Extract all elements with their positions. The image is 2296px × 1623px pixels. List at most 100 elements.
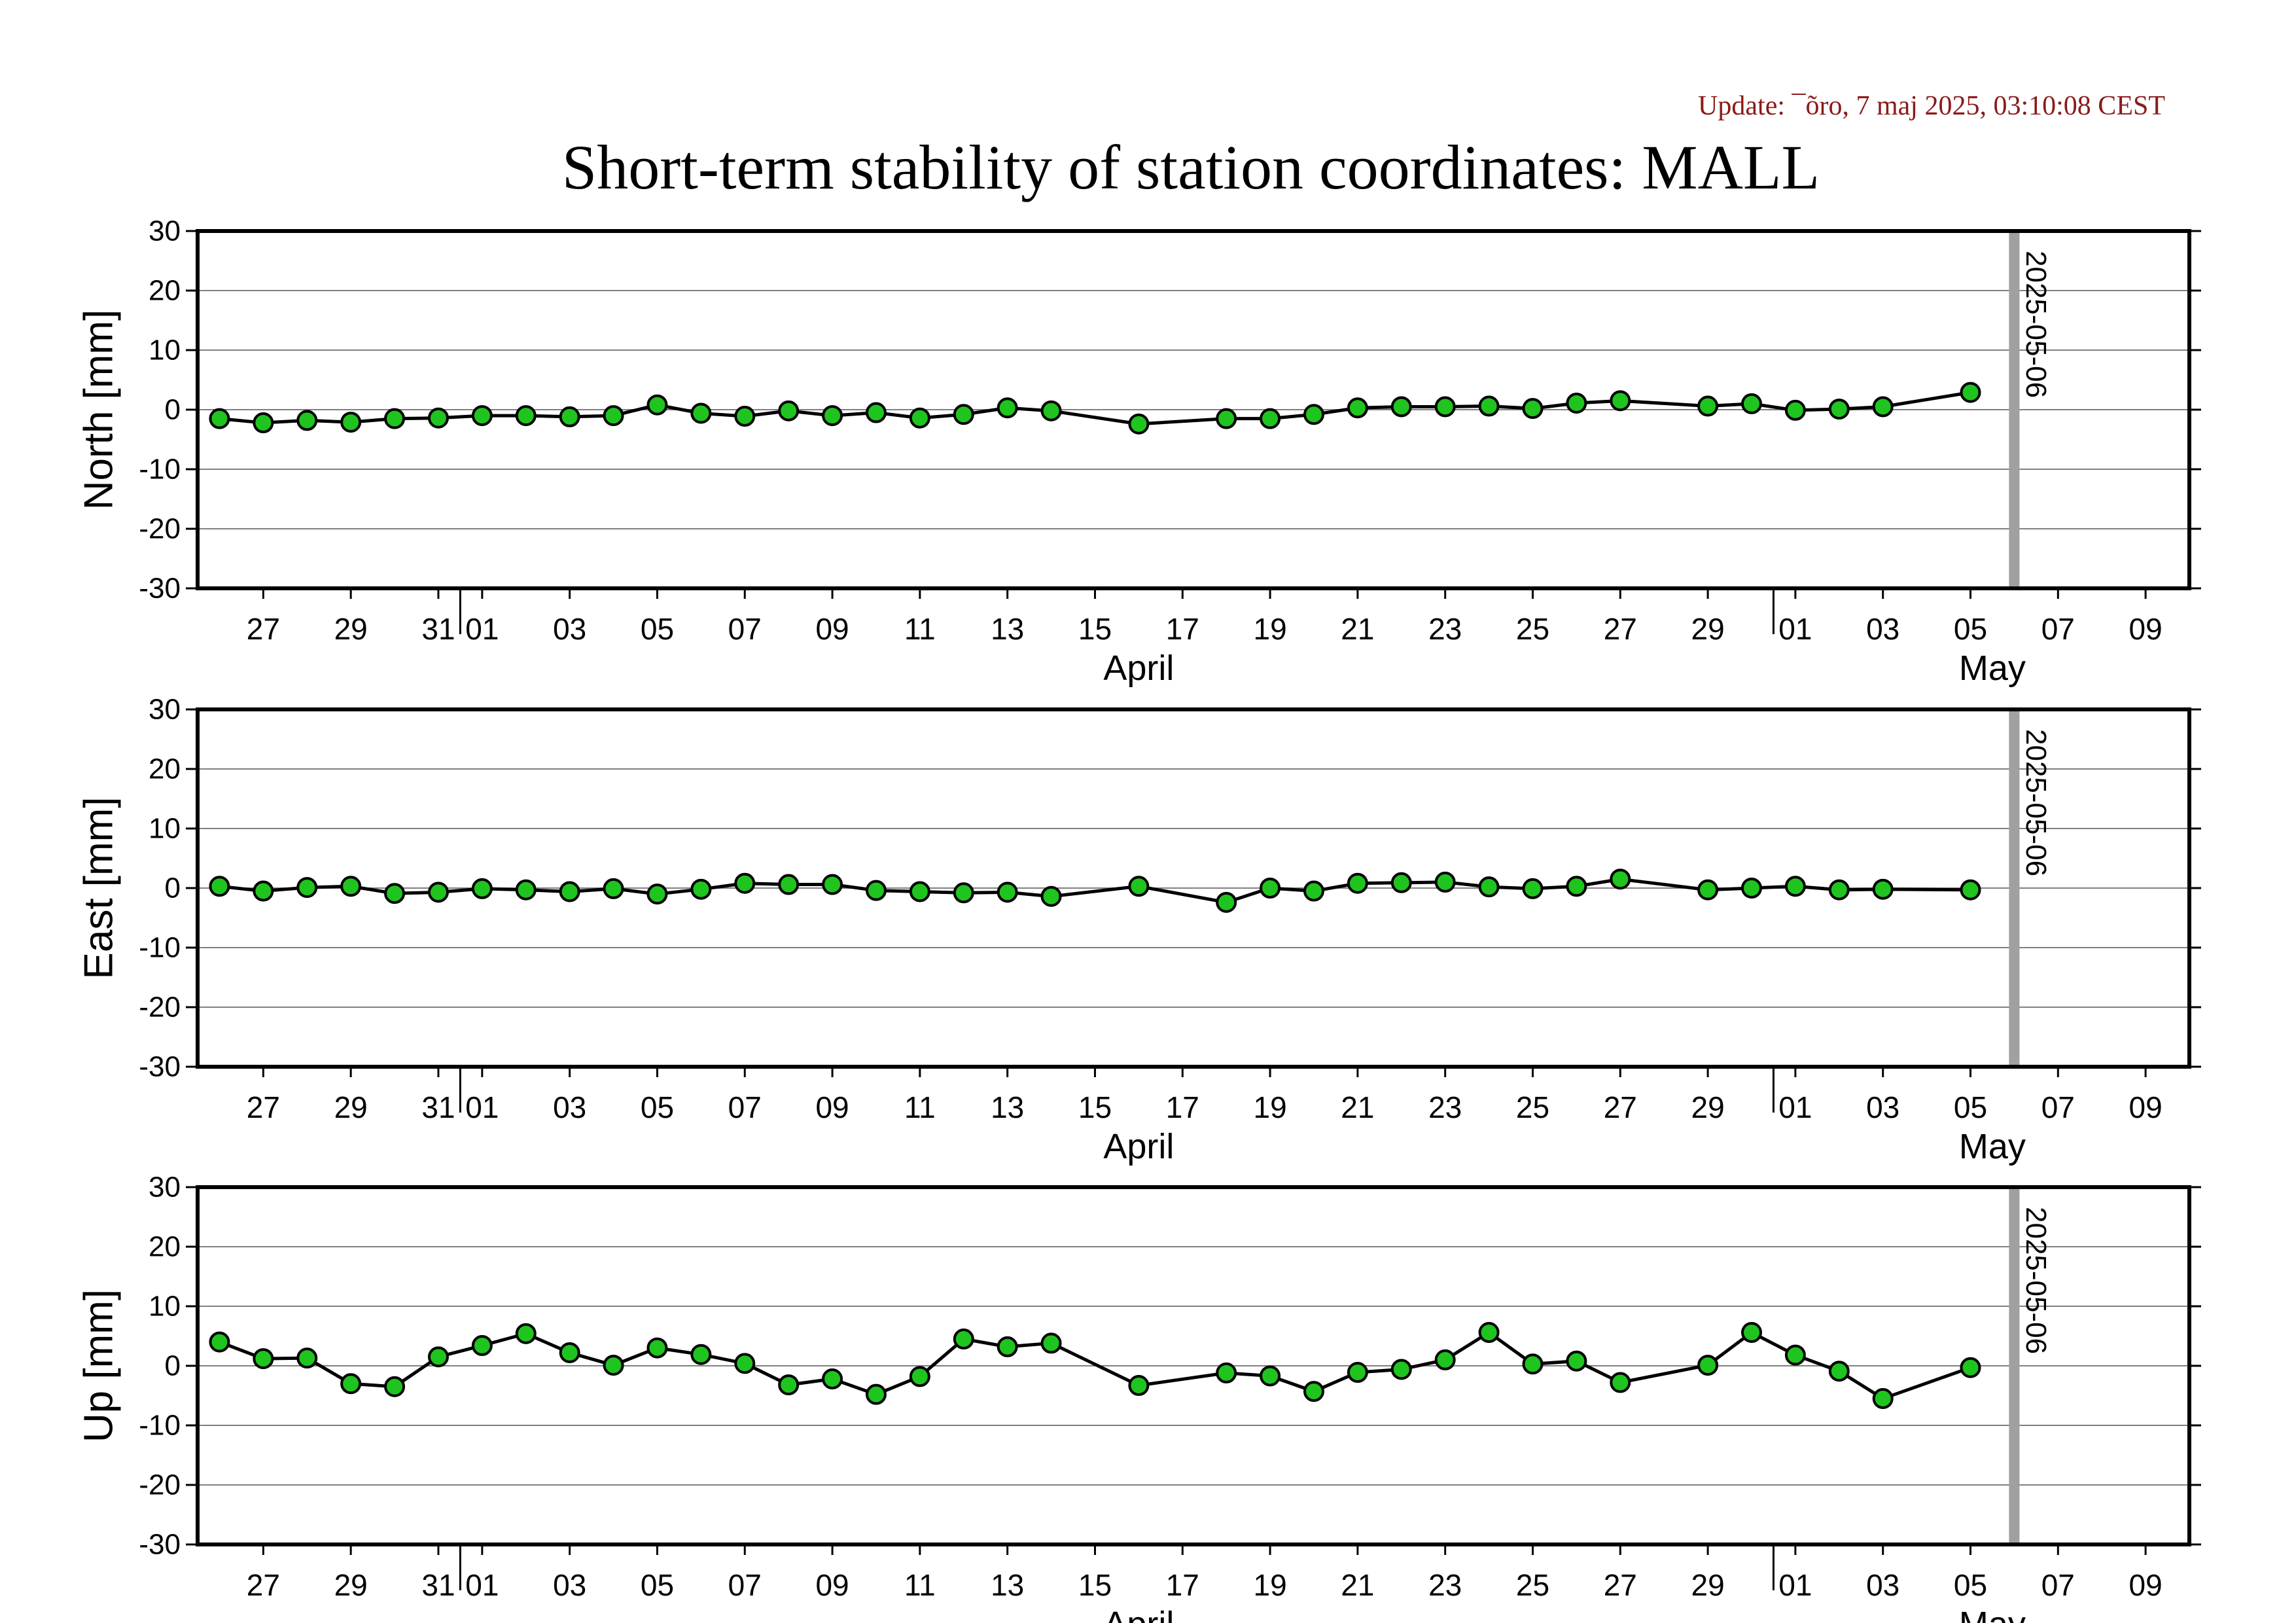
x-tick-label: 29 — [334, 1090, 368, 1124]
x-tick-label: 03 — [553, 1568, 586, 1602]
y-tick-label: 10 — [149, 1291, 181, 1323]
data-point — [646, 394, 668, 416]
data-point — [427, 407, 449, 429]
data-point — [997, 1336, 1018, 1357]
data-point — [1478, 1322, 1500, 1344]
x-tick-label: 21 — [1341, 1568, 1374, 1602]
data-point — [778, 400, 800, 421]
x-tick-label: 27 — [247, 612, 280, 646]
x-tick-label: 19 — [1253, 1568, 1286, 1602]
data-point — [1828, 879, 1850, 901]
data-point — [1434, 1349, 1456, 1370]
y-tick-label: 20 — [149, 275, 181, 307]
x-tick-label: 15 — [1078, 1090, 1112, 1124]
data-point — [778, 1374, 800, 1396]
data-point — [1040, 400, 1062, 421]
x-tick-label: 07 — [728, 612, 762, 646]
data-point — [1128, 1375, 1150, 1397]
data-point — [384, 1376, 406, 1397]
data-point — [384, 408, 406, 429]
x-tick-label: 01 — [1778, 1568, 1812, 1602]
x-tick-label: 11 — [904, 1568, 936, 1602]
x-tick-label: 07 — [2041, 612, 2075, 646]
data-point — [1522, 1353, 1544, 1375]
current-date-bar — [2009, 1187, 2020, 1544]
y-tick-label: 0 — [165, 394, 181, 426]
data-point — [296, 1347, 318, 1369]
y-tick-label: -20 — [139, 513, 181, 545]
y-tick-label: -30 — [139, 1051, 181, 1083]
data-point — [909, 407, 930, 429]
y-tick-label: 20 — [149, 753, 181, 785]
x-tick-label: 05 — [641, 1090, 674, 1124]
x-tick-label: 09 — [815, 1090, 849, 1124]
data-point — [865, 402, 887, 423]
x-tick-label: 09 — [2129, 1090, 2163, 1124]
x-tick-label: 23 — [1428, 1090, 1462, 1124]
x-tick-label: 21 — [1341, 612, 1374, 646]
data-point — [515, 405, 537, 427]
data-point — [1522, 398, 1544, 419]
data-point — [1390, 872, 1412, 893]
data-point — [1303, 880, 1324, 902]
data-point — [909, 1366, 930, 1387]
x-tick-label: 25 — [1516, 1568, 1549, 1602]
data-point — [822, 874, 843, 895]
month-label: April — [1103, 1605, 1174, 1623]
x-tick-label: 27 — [247, 1568, 280, 1602]
x-tick-label: 11 — [904, 612, 936, 646]
x-tick-label: 31 — [421, 1568, 455, 1602]
x-tick-label: 01 — [465, 1568, 499, 1602]
data-point — [1040, 885, 1062, 907]
data-point — [734, 1353, 756, 1374]
current-date-label: 2025-05-06 — [2020, 729, 2052, 876]
x-tick-label: 13 — [991, 1090, 1024, 1124]
data-point — [471, 1335, 493, 1357]
data-point — [690, 1344, 712, 1365]
x-tick-label: 23 — [1428, 612, 1462, 646]
month-label: April — [1103, 649, 1174, 688]
data-point — [209, 1331, 230, 1353]
data-point — [1260, 1365, 1281, 1387]
data-point — [1434, 396, 1456, 418]
current-date-label: 2025-05-06 — [2020, 1207, 2052, 1354]
data-point — [384, 883, 406, 904]
x-tick-label: 23 — [1428, 1568, 1462, 1602]
data-point — [1522, 878, 1544, 899]
y-tick-label: -30 — [139, 573, 181, 605]
data-point — [1697, 879, 1719, 901]
x-tick-label: 05 — [1954, 1568, 1987, 1602]
data-point — [340, 412, 362, 433]
x-tick-label: 01 — [465, 1090, 499, 1124]
y-tick-label: 10 — [149, 813, 181, 845]
data-point — [1434, 871, 1456, 893]
current-date-bar — [2009, 231, 2020, 588]
x-tick-label: 09 — [2129, 612, 2163, 646]
y-axis-label: North [mm] — [76, 310, 121, 510]
data-point — [296, 877, 318, 899]
data-point — [734, 872, 756, 894]
data-point — [253, 1348, 274, 1370]
x-tick-label: 13 — [991, 1568, 1024, 1602]
y-tick-label: 30 — [149, 1171, 181, 1204]
month-label: May — [1959, 1127, 2026, 1166]
x-tick-label: 29 — [334, 612, 368, 646]
data-point — [997, 397, 1018, 419]
data-point — [953, 404, 974, 425]
data-point — [1697, 395, 1719, 417]
page-title: Short-term stability of station coordina… — [561, 132, 1820, 202]
x-tick-label: 09 — [815, 612, 849, 646]
x-tick-label: 29 — [1691, 1090, 1725, 1124]
x-tick-label: 29 — [334, 1568, 368, 1602]
y-tick-label: 20 — [149, 1231, 181, 1263]
x-tick-label: 27 — [1604, 1568, 1637, 1602]
data-point — [1872, 396, 1894, 418]
x-tick-label: 15 — [1078, 1568, 1112, 1602]
data-point — [1960, 1357, 1981, 1378]
data-point — [1347, 872, 1368, 894]
data-point — [603, 1355, 624, 1376]
data-point — [1828, 399, 1850, 420]
data-point — [953, 1329, 974, 1350]
